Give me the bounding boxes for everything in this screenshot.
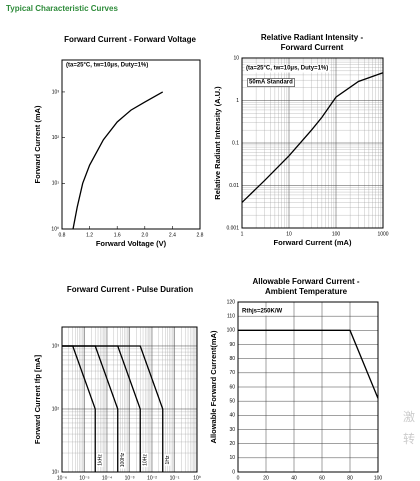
y-tick-label: 30 bbox=[229, 427, 235, 433]
series-label-bg bbox=[119, 451, 126, 469]
x-tick-label: 1.2 bbox=[86, 232, 93, 238]
annotation: (ta=25°C, tw=10μs, Duty=1%) bbox=[246, 66, 328, 72]
plot-frame bbox=[241, 57, 384, 229]
annotation: 50mA Standard bbox=[249, 80, 293, 86]
series-label-bg bbox=[164, 454, 171, 466]
page-title: Typical Characteristic Curves bbox=[6, 4, 118, 13]
annotation-box bbox=[240, 307, 285, 316]
y-axis-label: Forward Current (mA) bbox=[33, 105, 42, 183]
title-line: Allowable Forward Current - bbox=[252, 277, 359, 286]
watermark: 激 bbox=[403, 410, 415, 424]
annotation-box bbox=[64, 61, 150, 70]
x-tick-label: 1 bbox=[241, 231, 244, 237]
x-tick-label: 10⁻³ bbox=[125, 475, 135, 481]
x-tick-label: 100 bbox=[374, 475, 383, 481]
x-tick-label: 10⁰ bbox=[193, 475, 201, 481]
plot-frame bbox=[61, 326, 198, 473]
x-tick-label: 10⁻⁵ bbox=[79, 475, 89, 481]
y-tick-label: 90 bbox=[229, 342, 235, 348]
series-line bbox=[238, 329, 379, 399]
y-tick-label: 40 bbox=[229, 413, 235, 419]
plot-area bbox=[62, 60, 200, 229]
x-tick-label: 60 bbox=[319, 475, 325, 481]
series-line bbox=[62, 345, 164, 472]
plot-frame bbox=[237, 301, 379, 473]
y-tick-label: 110 bbox=[227, 313, 235, 319]
y-axis-label: Forward Current Ifp [mA] bbox=[33, 354, 42, 444]
x-tick-label: 2.4 bbox=[169, 232, 176, 238]
y-tick-label: 10¹ bbox=[52, 469, 60, 475]
annotation-box bbox=[247, 78, 295, 87]
series-label: 100Hz bbox=[120, 452, 126, 467]
y-axis-label: Allowable Forward Current(mA) bbox=[209, 330, 218, 443]
x-tick-label: 10⁻² bbox=[147, 475, 157, 481]
watermark: 转 bbox=[403, 431, 415, 446]
x-tick-label: 1000 bbox=[377, 231, 388, 237]
title-line: Ambient Temperature bbox=[265, 287, 348, 296]
y-tick-label: 10² bbox=[52, 406, 60, 412]
chart-title: Allowable Forward Current -Ambient Tempe… bbox=[252, 277, 359, 296]
x-tick-label: 10⁻⁶ bbox=[57, 475, 67, 481]
x-tick-label: 40 bbox=[291, 475, 297, 481]
series-label: 1Hz bbox=[165, 455, 171, 464]
annotation: (ta=25°C, tw=10μs, Duty=1%) bbox=[66, 63, 148, 69]
x-tick-label: 10⁻¹ bbox=[170, 475, 180, 481]
x-tick-label: 0 bbox=[237, 475, 240, 481]
annotation: Rthjs=250K/W bbox=[242, 309, 283, 315]
y-axis-label: Relative Radiant Intensity (A.U.) bbox=[213, 86, 222, 200]
x-tick-label: 1.6 bbox=[114, 232, 121, 238]
x-tick-label: 80 bbox=[347, 475, 353, 481]
series-label: 10Hz bbox=[143, 454, 149, 466]
y-tick-label: 20 bbox=[229, 441, 235, 447]
series-label-bg bbox=[97, 453, 104, 467]
y-tick-label: 10³ bbox=[52, 343, 60, 349]
y-tick-label: 60 bbox=[229, 384, 235, 390]
chart-title: Forward Current - Pulse Duration bbox=[67, 285, 193, 294]
y-tick-label: 70 bbox=[229, 370, 235, 376]
title-line: Relative Radiant Intensity - bbox=[261, 33, 364, 42]
series-line bbox=[241, 72, 384, 203]
chart-title: Forward Current - Forward Voltage bbox=[64, 35, 196, 44]
x-axis-label: Forward Voltage (V) bbox=[96, 239, 167, 248]
series-label: 1kHz bbox=[98, 454, 104, 466]
chart-title: Relative Radiant Intensity -Forward Curr… bbox=[261, 33, 364, 52]
x-axis-label: Forward Current (mA) bbox=[274, 238, 352, 247]
y-tick-label: 0.001 bbox=[226, 225, 239, 231]
annotation-box bbox=[244, 64, 330, 73]
title-line: Forward Current bbox=[281, 43, 344, 52]
y-tick-label: 10 bbox=[229, 455, 235, 461]
x-tick-label: 20 bbox=[263, 475, 269, 481]
y-tick-label: 50 bbox=[229, 398, 235, 404]
x-tick-label: 10⁻⁴ bbox=[102, 475, 112, 481]
x-tick-label: 10 bbox=[286, 231, 292, 237]
y-tick-label: 0 bbox=[232, 469, 235, 475]
y-tick-label: 120 bbox=[227, 299, 236, 305]
y-tick-label: 0.01 bbox=[229, 183, 239, 189]
y-tick-label: 10² bbox=[52, 135, 60, 141]
series-label-bg bbox=[142, 452, 149, 468]
y-tick-label: 10 bbox=[233, 55, 239, 61]
y-tick-label: 100 bbox=[227, 328, 236, 334]
series-line bbox=[72, 91, 164, 230]
y-tick-label: 80 bbox=[229, 356, 235, 362]
x-tick-label: 0.8 bbox=[59, 232, 66, 238]
y-tick-label: 10⁰ bbox=[51, 226, 59, 232]
x-tick-label: 2.0 bbox=[141, 232, 148, 238]
y-tick-label: 1 bbox=[236, 98, 239, 104]
x-tick-label: 2.8 bbox=[197, 232, 204, 238]
y-tick-label: 10¹ bbox=[52, 181, 60, 187]
plot-frame bbox=[61, 59, 201, 230]
y-tick-label: 0.1 bbox=[232, 140, 239, 146]
y-tick-label: 10³ bbox=[52, 89, 60, 95]
x-tick-label: 100 bbox=[332, 231, 341, 237]
